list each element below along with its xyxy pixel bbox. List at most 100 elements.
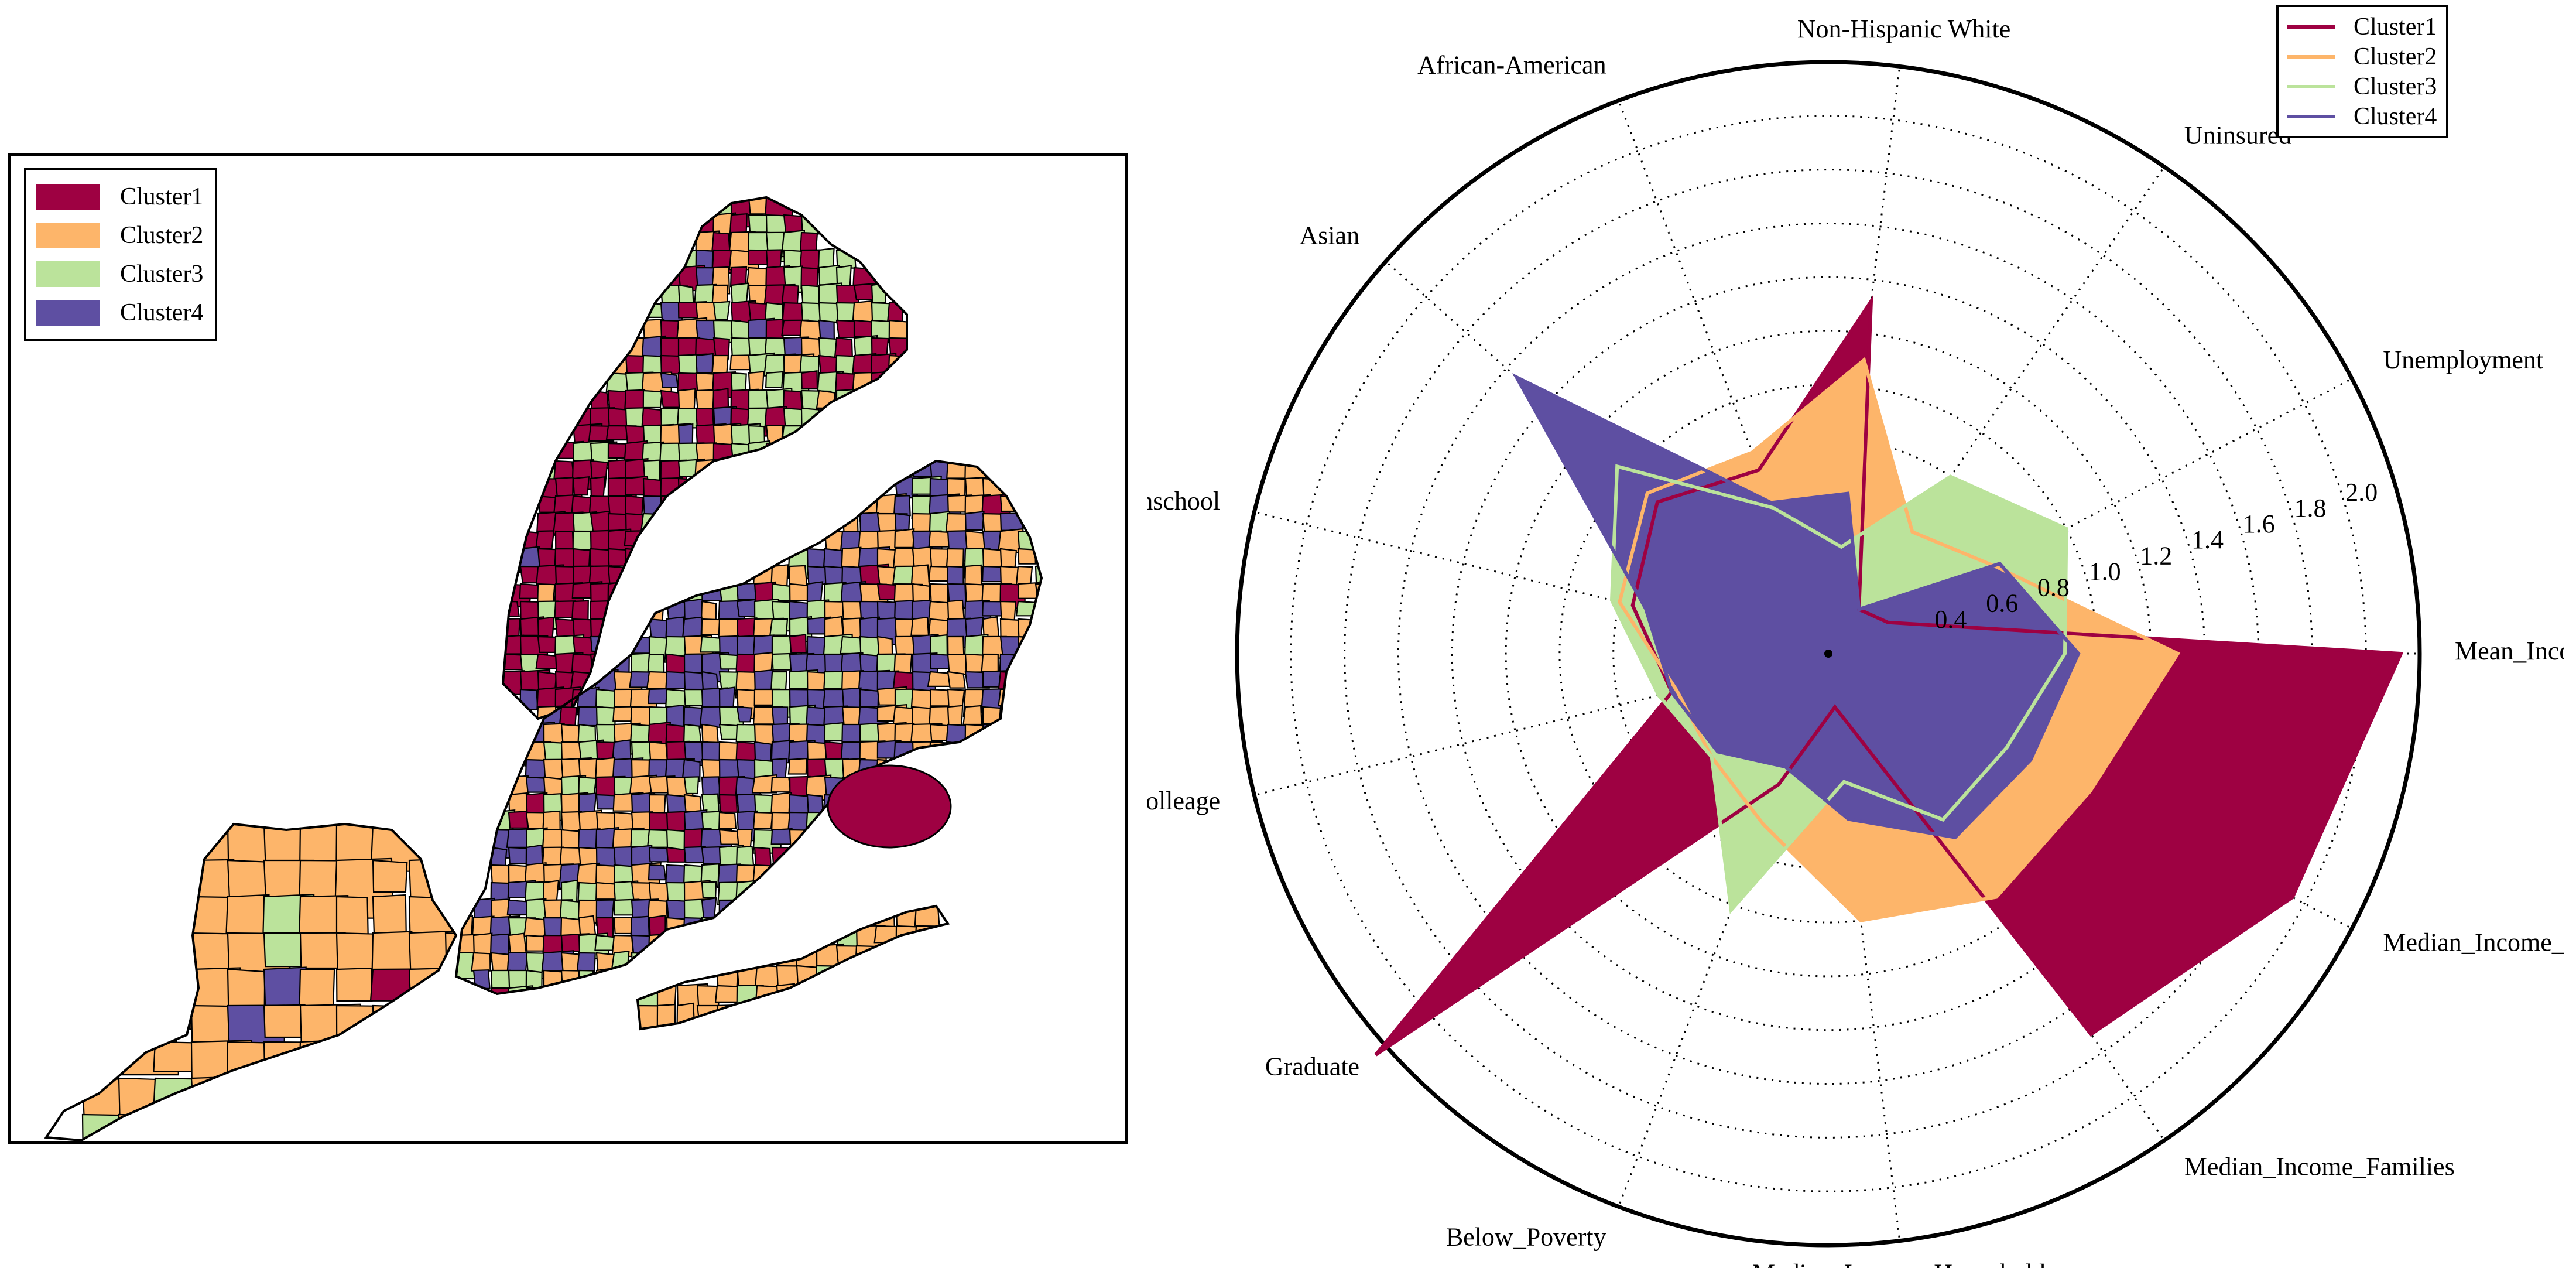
brooklyn-queens-outline xyxy=(454,459,1043,996)
census-tract xyxy=(875,945,907,967)
manhattan-bronx-outline xyxy=(501,196,908,720)
census-tract xyxy=(471,952,491,972)
radial-tick-label: 1.0 xyxy=(2089,557,2121,586)
radar-legend-label: Cluster1 xyxy=(2354,13,2437,40)
census-tract xyxy=(535,530,555,549)
map-legend-label: Cluster4 xyxy=(120,299,204,326)
axis-label: Median_Income_Households xyxy=(1752,1259,2056,1268)
census-tract xyxy=(947,705,964,728)
cluster4-line-key xyxy=(2287,114,2335,118)
census-tract xyxy=(554,477,574,498)
census-tract xyxy=(947,741,966,773)
census-tract xyxy=(752,864,779,888)
census-tract xyxy=(718,794,738,813)
census-tract xyxy=(656,1024,688,1029)
map-legend-item: Cluster3 xyxy=(36,255,203,293)
census-tract xyxy=(800,231,818,251)
census-tract xyxy=(888,319,907,343)
census-tract xyxy=(578,915,597,935)
census-tract xyxy=(695,353,714,374)
census-tract xyxy=(152,1077,213,1115)
census-tract xyxy=(736,706,753,723)
radar-legend-item: Cluster1 xyxy=(2287,12,2437,42)
cluster4-swatch xyxy=(36,300,100,326)
radial-tick-label: 1.2 xyxy=(2140,541,2172,570)
census-tract xyxy=(753,723,775,746)
census-tract xyxy=(765,371,784,388)
census-tract xyxy=(572,530,594,551)
census-tract xyxy=(800,370,818,390)
census-tract xyxy=(683,723,702,744)
radar-series xyxy=(1374,295,2404,1057)
radial-tick-label: 2.0 xyxy=(2345,478,2378,507)
cluster3-line-key xyxy=(2287,84,2335,88)
rockaway-outline xyxy=(636,904,950,1031)
census-tract xyxy=(81,1113,136,1140)
census-tract xyxy=(677,477,705,509)
axis-label: Uninsured xyxy=(2184,121,2291,149)
census-tract xyxy=(854,945,889,973)
series-line-cluster4 xyxy=(1512,373,2081,839)
radar-legend-label: Cluster2 xyxy=(2354,43,2437,70)
radar-legend-item: Cluster3 xyxy=(2287,71,2437,101)
census-tract xyxy=(335,1004,398,1062)
cluster2-line-key xyxy=(2287,54,2335,59)
census-tract xyxy=(999,512,1024,531)
map-legend: Cluster1 Cluster2 Cluster3 Cluster4 xyxy=(24,168,218,341)
radar-legend-label: Cluster3 xyxy=(2354,73,2437,100)
census-tract xyxy=(525,986,549,994)
census-tract xyxy=(571,600,589,621)
census-tract xyxy=(506,828,530,848)
census-tract xyxy=(964,723,995,752)
series-line-cluster2 xyxy=(1618,357,2181,922)
census-tract xyxy=(718,829,739,845)
census-tract xyxy=(806,565,828,585)
series-line-cluster3 xyxy=(1609,464,2068,914)
jfk-region xyxy=(827,764,952,849)
census-tract xyxy=(578,776,597,795)
series-line-cluster1 xyxy=(1374,295,2404,1057)
census-tract xyxy=(781,425,809,442)
census-tract xyxy=(472,969,491,989)
staten-island-outline xyxy=(44,822,458,1141)
map-legend-item: Cluster2 xyxy=(36,216,203,255)
census-tract xyxy=(818,354,838,374)
radial-tick-label: 0.6 xyxy=(1986,589,2018,618)
census-tract xyxy=(681,758,701,782)
census-tract xyxy=(870,370,899,397)
nyc-map-canvas xyxy=(44,196,1043,1141)
census-tract xyxy=(947,671,966,689)
census-tract xyxy=(630,915,650,938)
census-tract xyxy=(1017,548,1036,565)
axis-label: Highschool xyxy=(1147,487,1220,515)
census-tract xyxy=(927,671,951,688)
census-tract xyxy=(553,460,575,480)
map-legend-label: Cluster2 xyxy=(120,222,204,249)
axis-label: Asian xyxy=(1299,221,1359,250)
census-tract xyxy=(964,511,985,531)
census-tract xyxy=(751,774,778,794)
census-tract xyxy=(683,776,700,795)
nyc-cluster-map: Cluster1 Cluster2 Cluster3 Cluster4 xyxy=(8,153,1128,1144)
census-tract xyxy=(701,897,717,920)
census-tract xyxy=(572,476,590,496)
census-tract xyxy=(789,634,807,654)
map-legend-item: Cluster4 xyxy=(36,293,203,332)
cluster1-line-key xyxy=(2287,25,2335,29)
census-tract xyxy=(190,1075,253,1110)
radial-tick-label: 0.4 xyxy=(1934,605,1967,634)
axis-label: Median_Income_Nonfamily xyxy=(2383,928,2564,956)
staten-island-tracts xyxy=(81,824,456,1140)
census-tract xyxy=(787,757,807,775)
census-tract xyxy=(590,510,611,532)
census-tract xyxy=(660,372,679,388)
census-tract xyxy=(962,705,982,726)
radar-legend-item: Cluster2 xyxy=(2287,42,2437,71)
radial-tick-label: 1.4 xyxy=(2191,525,2224,554)
census-tract xyxy=(701,881,717,898)
census-tract xyxy=(852,300,874,324)
axis-label: Mean_Income_All xyxy=(2455,637,2564,665)
census-tract xyxy=(770,828,793,845)
census-tract xyxy=(771,846,793,871)
map-legend-item: Cluster1 xyxy=(36,177,203,216)
